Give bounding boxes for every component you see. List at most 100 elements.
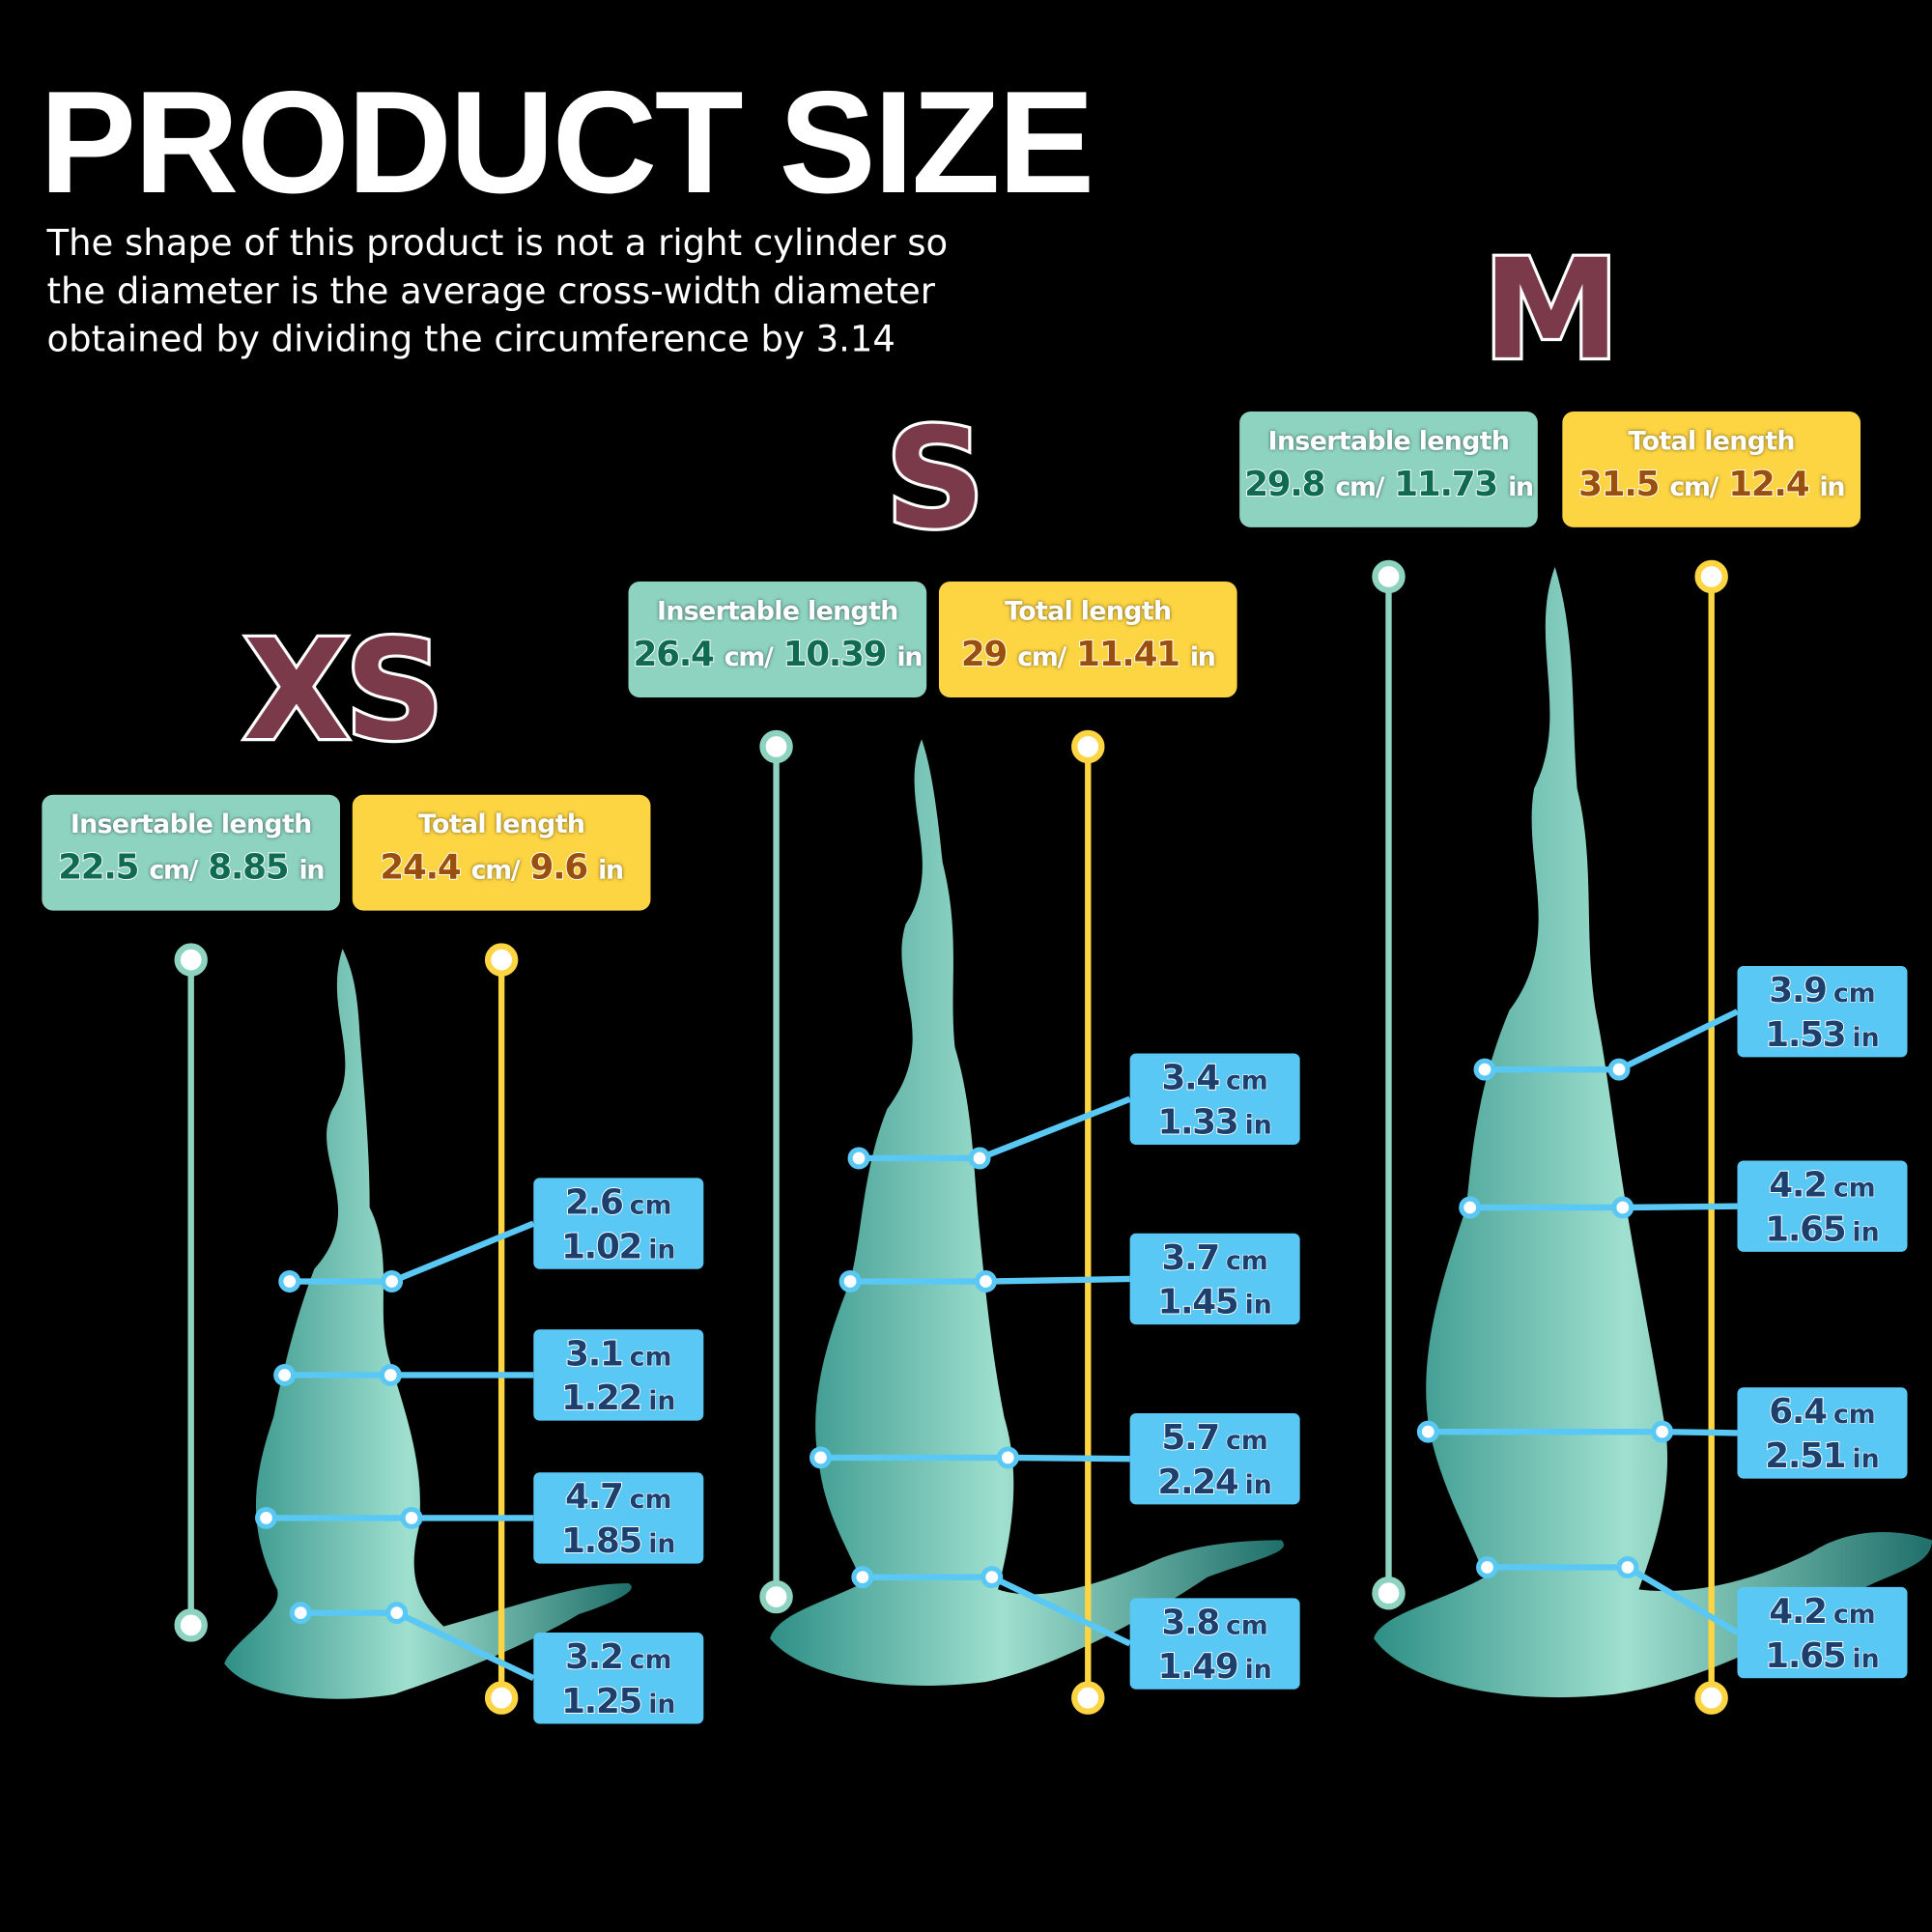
total-in: 12.4 — [1727, 463, 1810, 505]
unit-cm: cm — [1225, 1425, 1268, 1456]
measure-dot — [980, 1566, 1004, 1589]
diameter-in: 2.51 — [1764, 1435, 1847, 1477]
unit-cm: cm/ — [470, 855, 521, 885]
measure-dot — [1476, 1555, 1499, 1578]
unit-in: in — [1819, 471, 1845, 502]
size-label-xs: XS — [241, 611, 447, 772]
diameter-cm: 4.2 — [1768, 1590, 1829, 1632]
unit-cm: cm — [1833, 1599, 1876, 1630]
unit-cm: cm — [1225, 1245, 1268, 1276]
diameter-cm: 2.6 — [564, 1181, 625, 1223]
measure-dot — [996, 1446, 1019, 1469]
unit-cm: cm/ — [724, 641, 774, 672]
measure-dot — [289, 1602, 312, 1625]
unit-cm: cm — [629, 1644, 672, 1675]
insertable-in: 8.85 — [207, 845, 290, 888]
diameter-label-m: 4.2 cm 1.65 in — [1737, 1160, 1908, 1252]
unit-in: in — [1852, 1643, 1881, 1674]
measure-dot — [974, 1270, 997, 1293]
diameter-cm: 3.2 — [564, 1635, 625, 1678]
total-in: 9.6 — [529, 845, 590, 888]
diameter-connector-line — [390, 1220, 535, 1285]
unit-in: in — [1189, 641, 1216, 672]
diameter-label-xs: 3.2 cm 1.25 in — [533, 1633, 704, 1724]
diameter-cm: 4.2 — [1768, 1164, 1829, 1206]
insertable-in: 11.73 — [1393, 463, 1499, 505]
subtitle-line: the diameter is the average cross-width … — [46, 270, 935, 312]
diameter-in: 2.24 — [1156, 1461, 1239, 1502]
unit-cm: cm — [1833, 1399, 1876, 1430]
measure-dot — [1651, 1420, 1674, 1443]
total-length-label: Total length — [1628, 426, 1796, 456]
unit-cm: cm — [1225, 1609, 1268, 1640]
measure-dot — [1607, 1058, 1631, 1081]
measure-dot — [400, 1506, 423, 1529]
measure-dot — [847, 1147, 870, 1170]
total-length-label: Total length — [1005, 596, 1172, 626]
diameter-measure-lines — [255, 1009, 1740, 1682]
total-cm: 24.4 — [379, 845, 462, 888]
total-cm: 29 — [960, 633, 1009, 675]
measure-dot — [1459, 1196, 1482, 1219]
unit-cm: cm — [629, 1484, 672, 1515]
diameter-cm: 3.7 — [1161, 1236, 1222, 1278]
diameter-label-xs: 4.7 cm 1.85 in — [533, 1472, 704, 1564]
diameter-cm: 3.4 — [1161, 1057, 1222, 1098]
diameter-in: 1.65 — [1764, 1208, 1847, 1250]
unit-in: in — [1244, 1654, 1273, 1685]
diameter-in: 1.53 — [1764, 1013, 1847, 1055]
unit-cm: cm/ — [1669, 471, 1719, 502]
measure-dot — [278, 1270, 301, 1293]
diameter-label-m: 4.2 cm 1.65 in — [1737, 1586, 1908, 1679]
diameter-label-s: 3.4 cm 1.33 in — [1129, 1053, 1300, 1145]
insertable-length-box-xs: Insertable length 22.5 cm/ 8.85 in — [42, 794, 341, 911]
unit-cm: cm — [1833, 978, 1876, 1009]
measure-dot — [1611, 1196, 1634, 1219]
total-length-label: Total length — [417, 810, 585, 839]
diameter-in: 1.25 — [560, 1680, 643, 1721]
s-length-lines — [759, 729, 1105, 1715]
diameter-connector-line — [990, 1574, 1132, 1647]
product-m-image — [1374, 566, 1932, 1698]
measure-dot — [1616, 1555, 1639, 1578]
unit-cm: cm — [1225, 1065, 1268, 1096]
insertable-cm: 22.5 — [57, 845, 140, 888]
measure-dot — [1416, 1420, 1439, 1443]
unit-in: in — [1244, 1110, 1273, 1141]
diameter-connector-line — [395, 1609, 535, 1682]
measure-dot — [838, 1270, 862, 1293]
diameter-in: 1.49 — [1156, 1646, 1239, 1688]
unit-in: in — [896, 641, 923, 672]
unit-in: in — [648, 1528, 677, 1559]
insertable-length-box-m: Insertable length 29.8 cm/ 11.73 in — [1239, 412, 1538, 527]
measure-dot — [851, 1566, 874, 1589]
insertable-cm: 29.8 — [1243, 463, 1326, 505]
diameter-connector-line — [978, 1095, 1131, 1161]
diameter-label-m: 6.4 cm 2.51 in — [1737, 1387, 1908, 1479]
diameter-cm: 3.9 — [1768, 969, 1829, 1011]
subtitle-line: obtained by dividing the circumference b… — [46, 318, 895, 360]
measure-dot — [379, 1363, 402, 1386]
insertable-length-box-s: Insertable length 26.4 cm/ 10.39 in — [628, 582, 927, 697]
measure-dot — [1473, 1058, 1496, 1081]
diameter-in: 1.22 — [560, 1378, 643, 1419]
diameter-cm: 3.8 — [1161, 1602, 1222, 1643]
diameter-connector-line — [1626, 1564, 1740, 1635]
diameter-in: 1.45 — [1156, 1281, 1239, 1322]
page-title: PRODUCT SIZE — [39, 61, 1094, 225]
diameter-cm: 3.1 — [564, 1333, 625, 1375]
unit-in: in — [1852, 1217, 1881, 1248]
diameter-in: 1.33 — [1156, 1101, 1239, 1143]
diameter-cm: 4.7 — [564, 1476, 625, 1518]
unit-in: in — [1508, 471, 1534, 502]
diameter-in: 1.65 — [1764, 1634, 1847, 1676]
unit-cm: cm/ — [149, 855, 198, 885]
subtitle: The shape of this product is not a right… — [46, 219, 948, 363]
measure-dot — [273, 1363, 297, 1386]
diameter-label-s: 3.7 cm 1.45 in — [1129, 1233, 1300, 1325]
diameter-in: 1.85 — [560, 1520, 643, 1562]
unit-in: in — [1244, 1290, 1273, 1321]
insertable-cm: 26.4 — [633, 633, 716, 675]
subtitle-line: The shape of this product is not a right… — [46, 221, 949, 264]
